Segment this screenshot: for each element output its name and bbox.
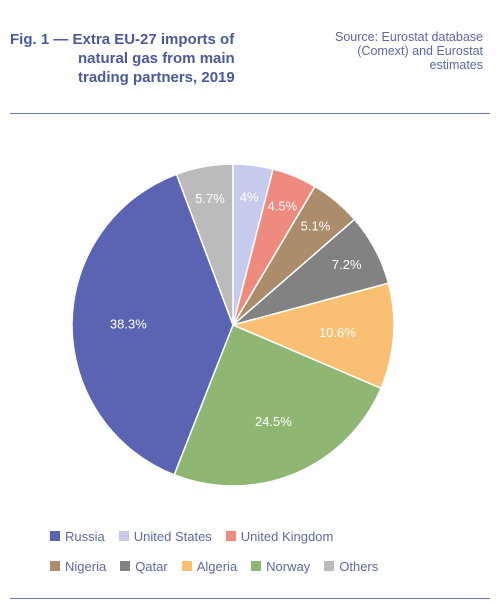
bottom-divider bbox=[10, 598, 490, 599]
pie-label-others: 5.7% bbox=[195, 191, 225, 206]
legend-swatch bbox=[50, 561, 60, 571]
legend-swatch bbox=[324, 561, 335, 571]
pie-label-russia: 38.3% bbox=[110, 317, 147, 332]
legend-item-qatar: Qatar bbox=[120, 559, 168, 574]
legend-swatch bbox=[120, 561, 131, 571]
pie-slice-algeria bbox=[230, 282, 395, 390]
pie-slice-others bbox=[175, 163, 234, 326]
legend-item-algeria: Algeria bbox=[181, 558, 238, 574]
pie-label-united-states: 4% bbox=[240, 190, 259, 205]
legend-label: Algeria bbox=[196, 558, 238, 574]
legend-label: Qatar bbox=[135, 558, 168, 574]
legend-item-others: Others bbox=[324, 559, 378, 574]
pie-slice-norway bbox=[173, 324, 383, 487]
legend-label: Nigeria bbox=[65, 558, 107, 574]
top-divider bbox=[10, 113, 490, 114]
figure-title-line-1: Extra EU-27 imports of bbox=[72, 31, 235, 48]
pie-label-united-kingdom: 4.5% bbox=[268, 199, 298, 214]
legend-label: United States bbox=[133, 528, 212, 544]
pie-label-nigeria: 5.1% bbox=[301, 219, 331, 234]
legend-row: Nigeria Qatar Algeria Norway Others bbox=[50, 556, 480, 576]
pie-slice-russia bbox=[71, 173, 234, 476]
legend-swatch bbox=[225, 531, 236, 541]
legend-label: United Kingdom bbox=[240, 528, 334, 544]
legend-label: Norway bbox=[266, 558, 311, 574]
figure-title: Fig. 1 — Extra EU-27 imports of natural … bbox=[10, 30, 280, 87]
source-line-3: estimates bbox=[429, 58, 484, 72]
pie-label-algeria: 10.6% bbox=[319, 325, 356, 340]
source-line-1: Source: Eurostat database bbox=[334, 30, 483, 44]
legend-swatch bbox=[50, 531, 60, 541]
legend-label: Russia bbox=[65, 528, 105, 544]
legend-label: Others bbox=[339, 558, 379, 574]
legend-item-nigeria: Nigeria bbox=[50, 559, 106, 574]
legend-swatch bbox=[118, 531, 129, 541]
source-line-2: (Comext) and Eurostat bbox=[357, 44, 483, 58]
figure-number: Fig. 1 — bbox=[10, 31, 69, 48]
legend-swatch bbox=[251, 561, 262, 571]
pie-label-qatar: 7.2% bbox=[332, 257, 362, 272]
legend-item-united-kingdom: United Kingdom bbox=[225, 528, 334, 544]
figure-title-line-3: trading partners, 2019 bbox=[78, 69, 235, 86]
legend-row: Russia United States United Kingdom bbox=[50, 526, 480, 546]
chart-legend: Russia United States United Kingdom Nigeri… bbox=[50, 526, 480, 586]
source-note: Source: Eurostat database (Comext) and E… bbox=[283, 30, 483, 72]
legend-item-russia: Russia bbox=[50, 529, 105, 544]
legend-item-norway: Norway bbox=[251, 559, 310, 574]
pie-chart: 4% 4.5%5.1% 7.2% 10.6% 24.5% 38.3% 5.7% bbox=[71, 163, 395, 487]
legend-item-united-states: United States bbox=[118, 528, 212, 544]
figure-title-line-2: natural gas from main bbox=[78, 50, 235, 67]
pie-label-norway: 24.5% bbox=[255, 414, 292, 429]
legend-swatch bbox=[181, 561, 192, 571]
